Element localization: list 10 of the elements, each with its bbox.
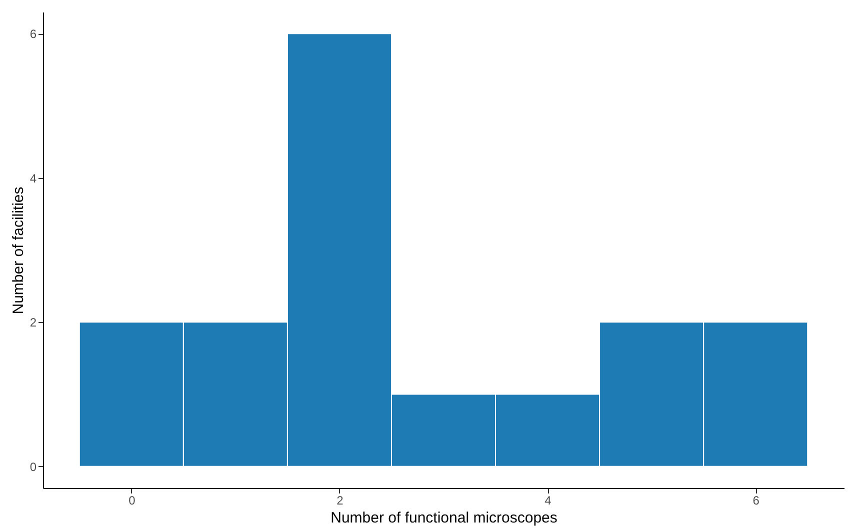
x-axis-title: Number of functional microscopes — [330, 510, 558, 526]
y-tick-label: 6 — [30, 27, 37, 42]
y-tick-label: 4 — [30, 171, 37, 186]
y-tick-label: 2 — [30, 316, 37, 330]
y-tick-label: 0 — [30, 460, 37, 474]
x-tick-label: 2 — [336, 494, 344, 508]
y-axis-title: Number of facilities — [10, 186, 27, 314]
x-tick-label: 0 — [128, 494, 136, 508]
x-tick-label: 4 — [544, 494, 552, 508]
x-tick-label: 6 — [752, 494, 760, 508]
